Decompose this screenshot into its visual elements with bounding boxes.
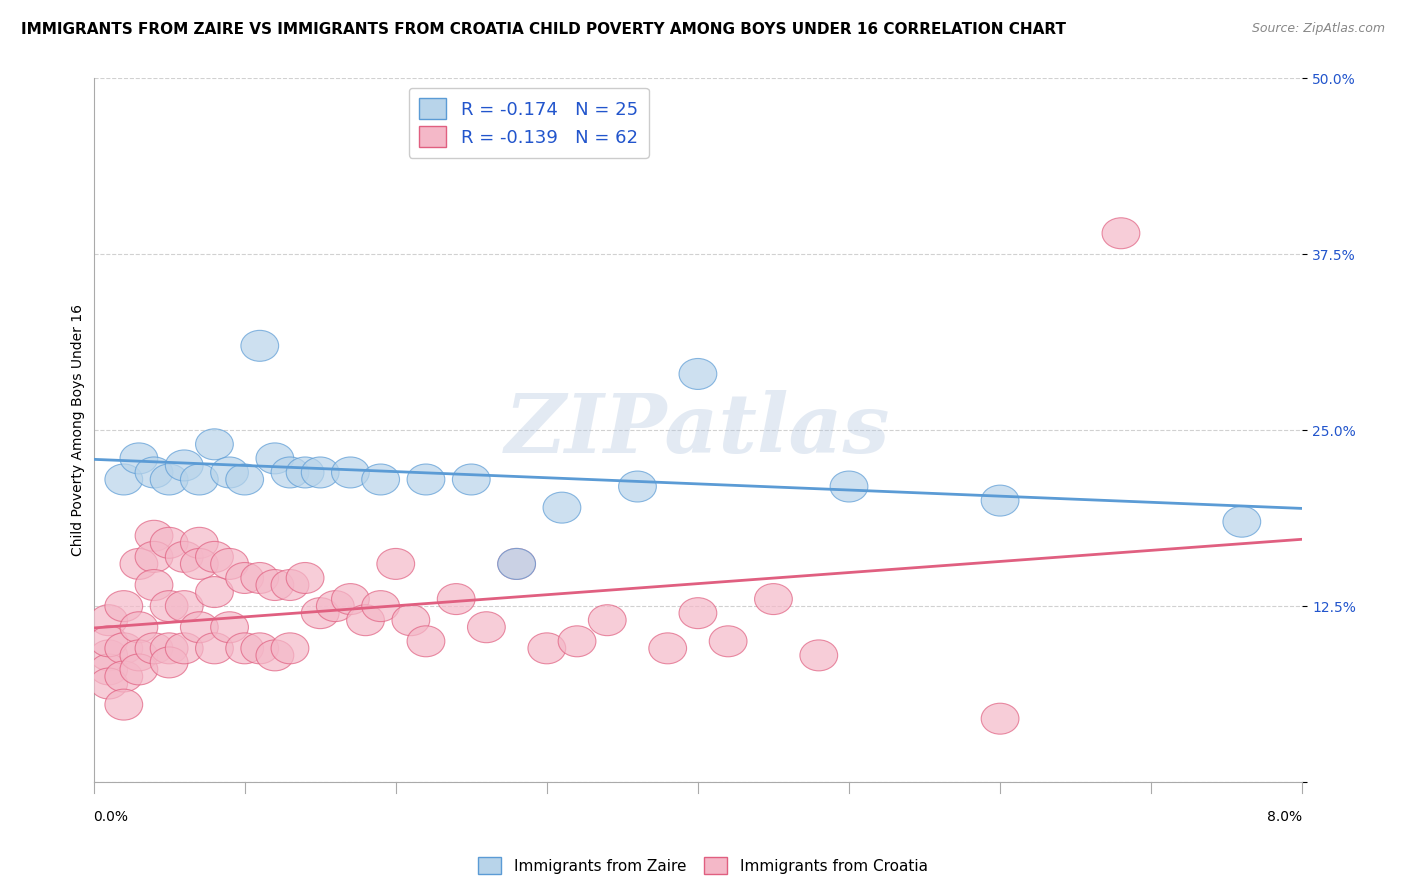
- Y-axis label: Child Poverty Among Boys Under 16: Child Poverty Among Boys Under 16: [72, 304, 86, 557]
- Legend: Immigrants from Zaire, Immigrants from Croatia: Immigrants from Zaire, Immigrants from C…: [472, 851, 934, 880]
- Text: IMMIGRANTS FROM ZAIRE VS IMMIGRANTS FROM CROATIA CHILD POVERTY AMONG BOYS UNDER : IMMIGRANTS FROM ZAIRE VS IMMIGRANTS FROM…: [21, 22, 1066, 37]
- Text: Source: ZipAtlas.com: Source: ZipAtlas.com: [1251, 22, 1385, 36]
- Text: 8.0%: 8.0%: [1267, 810, 1302, 824]
- Text: ZIPatlas: ZIPatlas: [505, 390, 890, 470]
- Legend: R = -0.174   N = 25, R = -0.139   N = 62: R = -0.174 N = 25, R = -0.139 N = 62: [409, 87, 648, 158]
- Text: 0.0%: 0.0%: [94, 810, 128, 824]
